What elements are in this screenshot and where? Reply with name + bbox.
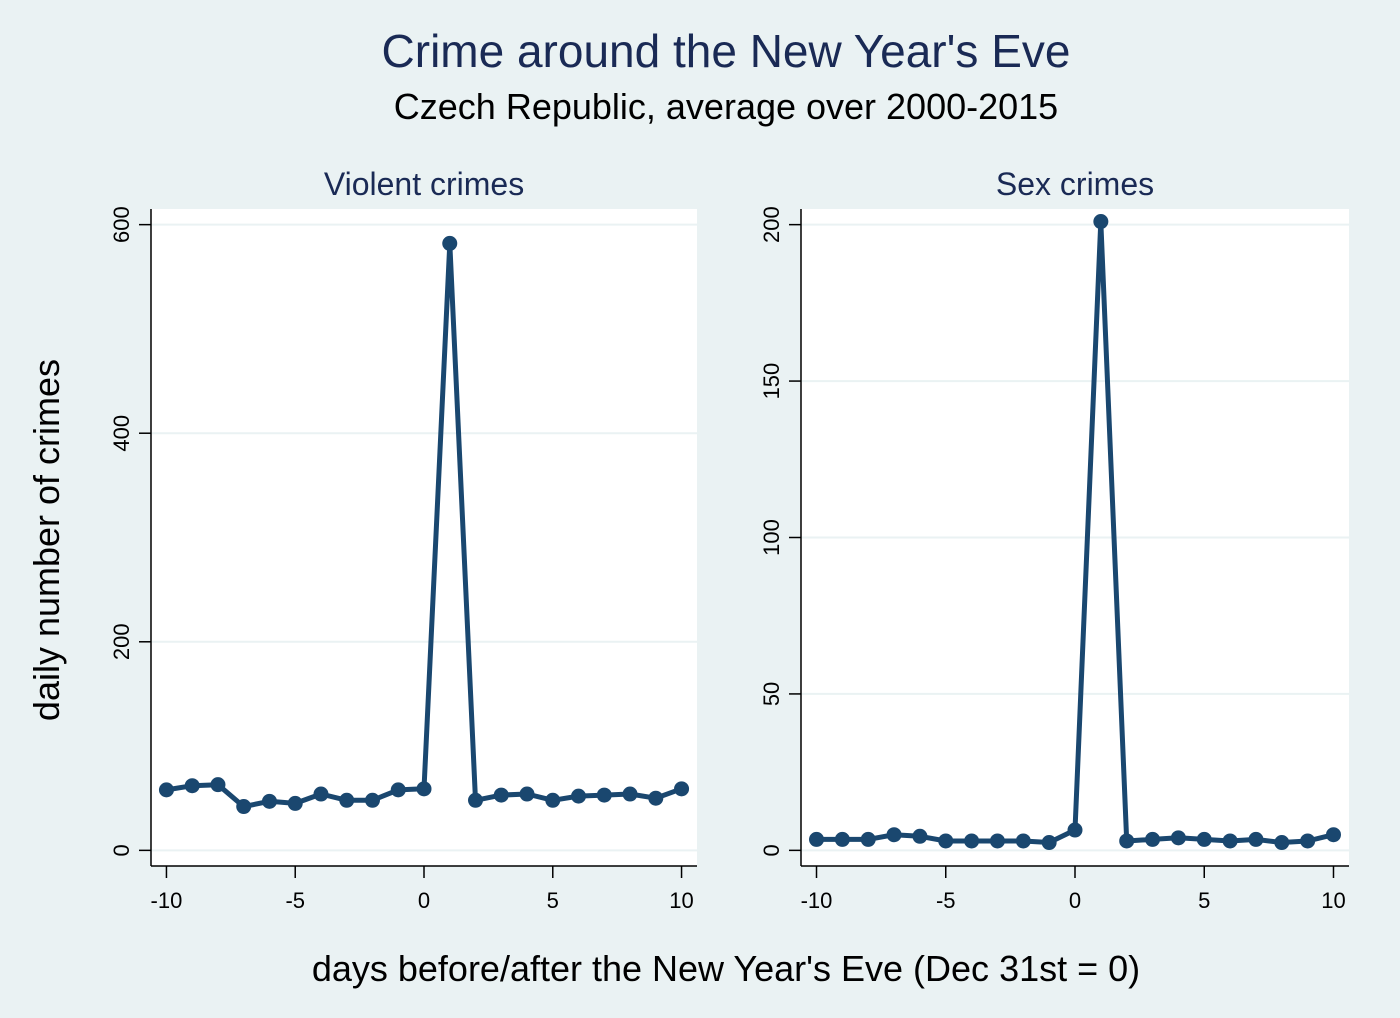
panel-title: Sex crimes (996, 166, 1154, 202)
data-point (468, 792, 484, 808)
data-point (339, 792, 355, 808)
data-point (158, 782, 174, 798)
data-point (236, 799, 252, 815)
x-tick-label: -5 (285, 888, 305, 913)
x-tick-label: 5 (547, 888, 559, 913)
data-point (912, 828, 928, 844)
data-point (287, 795, 303, 811)
data-point (1041, 835, 1057, 851)
data-point (1119, 833, 1135, 849)
chart-subtitle: Czech Republic, average over 2000-2015 (393, 86, 1059, 127)
x-tick-label: 10 (669, 888, 693, 913)
data-point (442, 235, 458, 251)
data-point (860, 831, 876, 847)
y-tick-label: 600 (109, 206, 134, 243)
data-point (545, 792, 561, 808)
x-tick-label: 0 (418, 888, 430, 913)
data-point (313, 786, 329, 802)
y-tick-label: 200 (109, 623, 134, 660)
data-point (184, 778, 200, 794)
y-tick-label: 200 (759, 206, 784, 243)
y-tick-label: 0 (109, 844, 134, 856)
data-point (1222, 833, 1238, 849)
data-point (1196, 831, 1212, 847)
data-point (1093, 214, 1109, 230)
data-point (364, 792, 380, 808)
y-tick-label: 400 (109, 415, 134, 452)
data-point (571, 788, 587, 804)
data-point (834, 831, 850, 847)
data-point (938, 833, 954, 849)
x-tick-label: -5 (936, 888, 956, 913)
data-point (1274, 835, 1290, 851)
data-point (416, 781, 432, 797)
chart-panel-2: 0 50 100 150 200 -10 -5 0 5 10 Sex crimes (759, 166, 1349, 913)
y-tick-label: 150 (759, 363, 784, 400)
data-point (1170, 830, 1186, 846)
data-point (210, 777, 226, 793)
y-tick-label: 100 (759, 519, 784, 556)
data-point (1145, 831, 1161, 847)
data-point (390, 782, 406, 798)
data-point (674, 781, 690, 797)
data-point (886, 827, 902, 843)
data-point (1248, 831, 1264, 847)
data-point (989, 833, 1005, 849)
x-tick-label: 10 (1321, 888, 1345, 913)
panel-title: Violent crimes (324, 166, 524, 202)
data-point (1015, 833, 1031, 849)
data-point (596, 787, 612, 803)
x-tick-label: -10 (151, 888, 183, 913)
data-point (809, 831, 825, 847)
data-point (622, 786, 638, 802)
y-tick-label: 50 (759, 682, 784, 706)
x-tick-label: 5 (1198, 888, 1210, 913)
data-point (1325, 827, 1341, 843)
data-point (1067, 822, 1083, 838)
x-tick-label: -10 (801, 888, 833, 913)
chart-panel-1: 0 200 400 600 -10 -5 0 5 10 Violent crimes (109, 166, 697, 913)
data-point (261, 793, 277, 809)
data-point (964, 833, 980, 849)
chart-title: Crime around the New Year's Eve (381, 25, 1071, 77)
data-point (519, 786, 535, 802)
x-axis-label: days before/after the New Year's Eve (De… (311, 948, 1141, 989)
y-tick-label: 0 (759, 844, 784, 856)
data-point (493, 787, 509, 803)
x-tick-label: 0 (1069, 888, 1081, 913)
data-point (1300, 833, 1316, 849)
data-point (648, 790, 664, 806)
